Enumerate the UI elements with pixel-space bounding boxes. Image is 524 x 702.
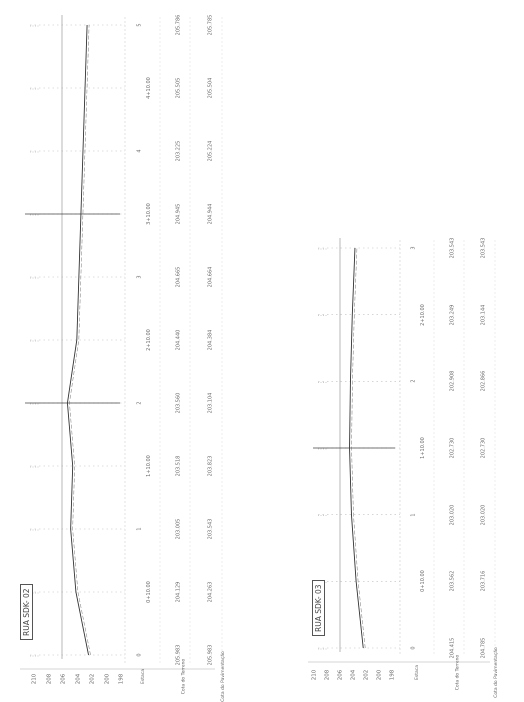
table-header: Cota do Terreno [181,658,187,695]
elevation-tick: 210 [311,669,318,681]
station-terreno: 203.249 [449,304,456,325]
station-pavimentacao: 203.823 [207,455,214,477]
station-pavimentacao: 203.104 [207,392,214,414]
elevation-tick: 200 [376,669,383,681]
table-header: Cota do Pavimentação [220,651,226,702]
station-estaca: 1+10.00 [419,437,426,459]
station-estaca: 0+10.00 [419,570,426,593]
station-pavimentacao: 203.144 [480,304,487,325]
station-pavimentacao: 203.716 [480,570,487,592]
station-pavimentacao: 204.944 [207,203,214,225]
station-estaca: 2+10.00 [419,303,426,326]
station-terreno: 203.020 [449,504,456,525]
station-terreno: 203.562 [449,570,456,592]
station-estaca: 1+10.00 [145,455,152,477]
station-terreno: 205.505 [175,77,182,99]
profile-right-drawing [308,238,496,663]
station-pavimentacao: 204.785 [480,637,487,659]
elevation-tick: 202 [363,669,370,681]
station-pavimentacao: 205.224 [207,140,214,162]
station-terreno: 203.560 [175,392,182,414]
profile-right: RUA SDK- 03 210 208 206 204 202 200 198 Estaca… [290,0,524,698]
station-estaca: 4 [136,149,143,153]
elevation-tick: 208 [324,669,331,681]
station-terreno: 202.908 [449,370,456,392]
station-terreno: 202.730 [449,437,456,459]
station-estaca: 0 [410,646,417,650]
table-header: Cota do Terreno [455,654,461,691]
station-estaca: 0 [136,653,143,657]
station-pavimentacao: 203.543 [480,237,487,259]
station-pavimentacao: 204.263 [207,581,214,603]
station-terreno: 204.415 [449,637,456,659]
table-header: Cota do Pavimentação [493,647,499,698]
elevation-tick: 206 [337,669,344,681]
station-pavimentacao: 202.730 [480,437,487,459]
station-pavimentacao: 204.664 [207,266,214,288]
station-terreno: 203.543 [449,237,456,259]
station-estaca: 1 [410,513,417,517]
station-estaca: 3+10.00 [145,203,152,225]
station-terreno: 204.945 [175,203,182,225]
station-estaca: 0+10.00 [145,581,152,603]
elevation-tick: 200 [103,673,110,685]
station-estaca: 3 [410,246,417,250]
station-terreno: 204.440 [175,329,182,351]
station-estaca: 4+10.00 [145,77,152,99]
elevation-tick: 208 [45,673,52,685]
station-terreno: 203.225 [175,140,182,162]
station-terreno: 203.005 [175,518,182,540]
station-terreno: 205.983 [175,644,182,666]
station-terreno: 204.129 [175,581,182,603]
elevation-tick: 204 [350,669,357,681]
elevation-tick: 204 [74,673,81,685]
elevation-tick: 198 [118,673,125,685]
station-estaca: 5 [136,23,143,27]
profile-left-drawing [20,15,223,670]
profile-line [66,24,89,656]
station-estaca: 2 [136,401,143,405]
elevation-tick: 210 [31,673,38,685]
station-pavimentacao: 205.983 [207,644,214,666]
station-estaca: 3 [136,275,143,279]
station-estaca: 2 [410,379,417,383]
station-estaca: 1 [136,527,143,531]
profile-left: RUA SDK- 02 210 208 206 204 202 200 198 Estaca… [0,0,250,702]
elevation-tick: 202 [89,673,96,685]
table-header: Estaca [414,665,420,680]
elevation-tick: 198 [389,669,396,681]
station-pavimentacao: 203.543 [207,518,214,540]
station-terreno: 204.665 [175,266,182,288]
profile-title: RUA SDK- 03 [312,580,325,636]
profile-title: RUA SDK- 02 [20,584,33,640]
station-estaca: 2+10.00 [145,329,152,351]
station-pavimentacao: 202.866 [480,370,487,392]
station-pavimentacao: 203.020 [480,504,487,525]
station-pavimentacao: 204.384 [207,329,214,351]
elevation-tick: 206 [60,673,67,685]
station-terreno: 203.518 [175,455,182,477]
table-header: Estaca [140,669,146,684]
station-pavimentacao: 205.785 [207,14,214,36]
station-pavimentacao: 205.504 [207,77,214,99]
station-terreno: 205.786 [175,14,182,36]
